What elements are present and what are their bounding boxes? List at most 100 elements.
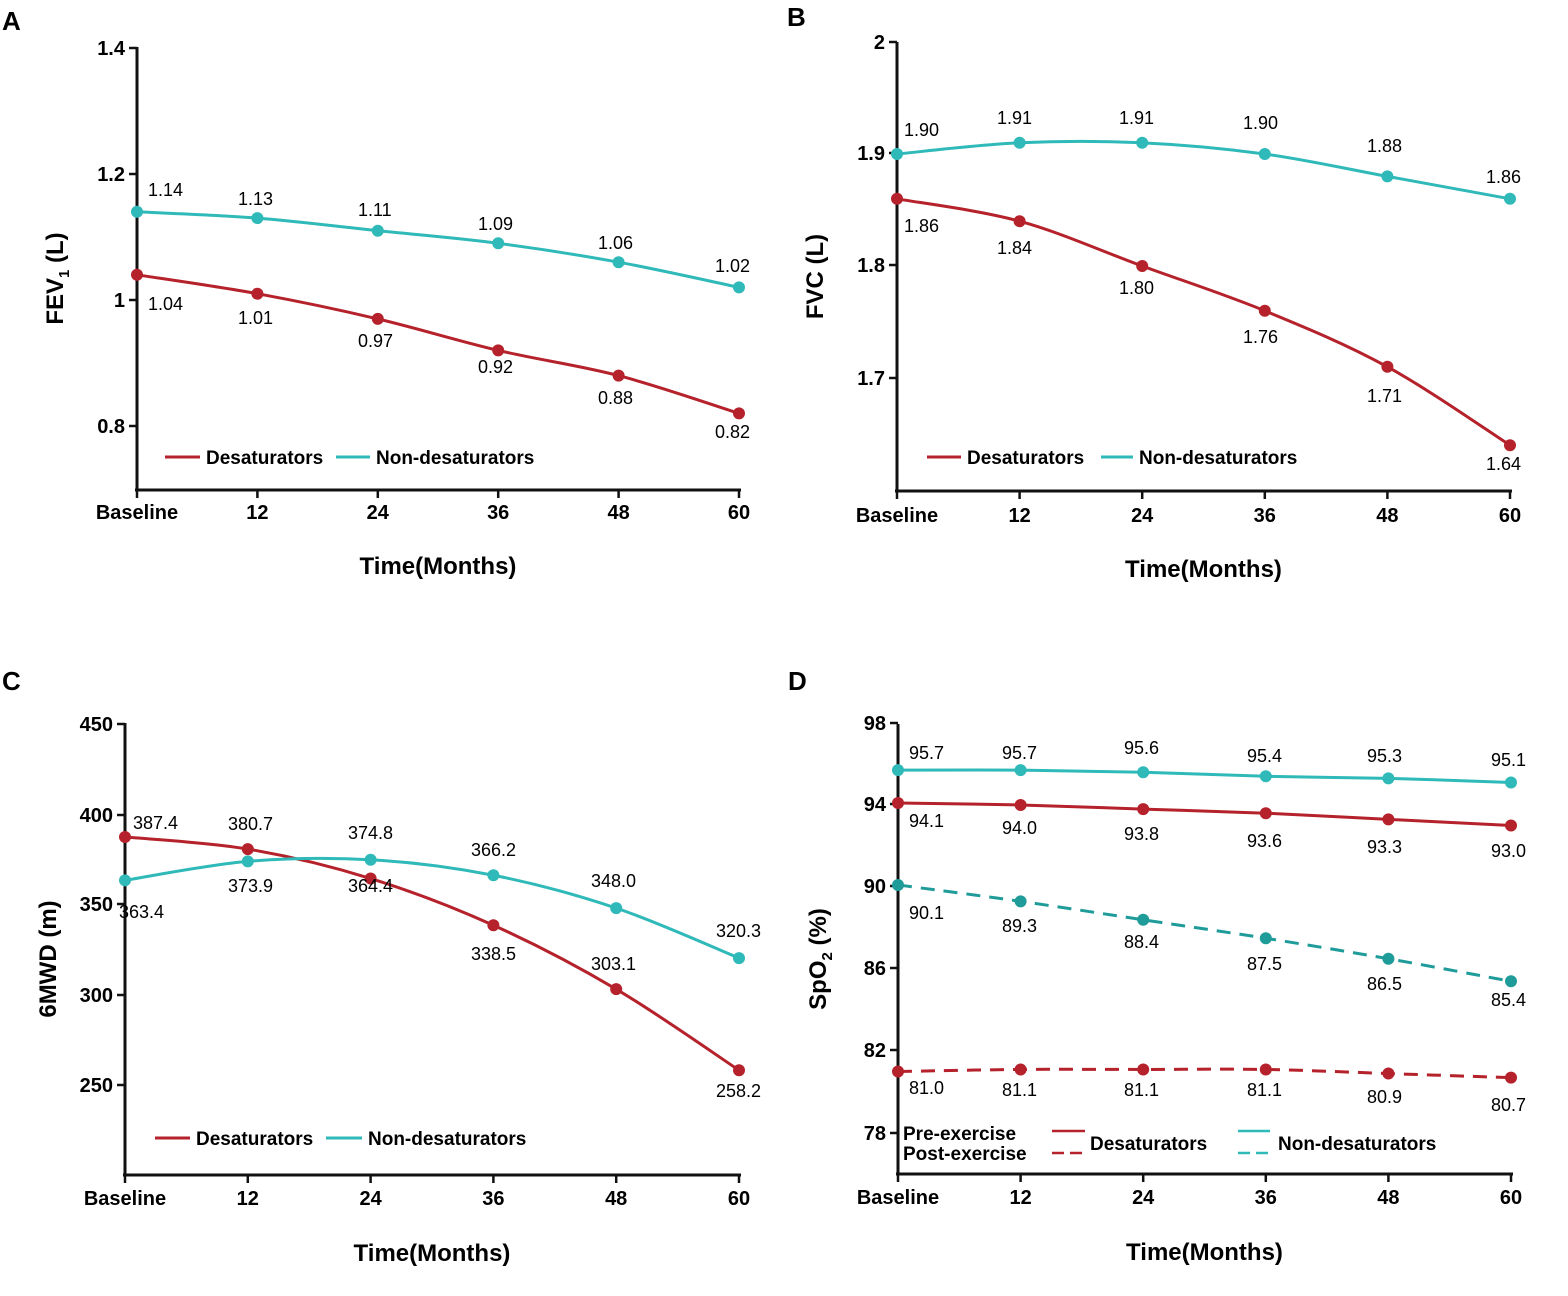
data-label: 303.1 [591,954,636,974]
series-line-non-desaturators [896,139,1511,201]
y-tick-label: 1.7 [857,368,885,390]
data-label: 87.5 [1247,954,1282,974]
data-point [1137,1063,1150,1076]
data-point [892,878,904,891]
data-label: 80.7 [1491,1095,1526,1115]
data-label: 258.2 [716,1081,761,1101]
x-tick-label: 36 [482,1188,504,1210]
data-label: 93.8 [1124,824,1159,844]
y-tick-label: 1.9 [857,143,885,165]
data-label: 85.4 [1491,990,1526,1010]
y-tick-label: 400 [80,805,113,827]
x-tick-label: 12 [1009,1187,1031,1209]
data-point [1381,360,1394,373]
x-tick-label: 48 [607,502,629,524]
data-point [612,256,625,269]
legend-label-non-desaturators: Non-desaturators [1278,1134,1436,1155]
data-label: 88.4 [1124,932,1159,952]
x-tick-label: 36 [487,502,509,524]
data-point [1137,766,1150,779]
data-label: 1.04 [148,294,183,314]
x-tick-label: 60 [728,502,750,524]
y-axis-title: SpO2 (%) [805,908,836,1010]
y-tick-label: 90 [864,876,886,898]
data-label: 93.0 [1491,841,1526,861]
data-label: 81.0 [909,1078,944,1098]
data-label: 81.1 [1002,1080,1037,1100]
data-point [733,281,745,294]
data-point [612,369,625,382]
data-point [131,205,143,218]
data-point [241,843,254,856]
x-tick-label: 12 [1008,505,1030,527]
data-point [1504,439,1516,452]
panel-letter: B [787,2,806,32]
y-tick-label: 86 [864,958,886,980]
data-label: 380.7 [228,814,273,834]
series-line-desaturators [124,835,740,1072]
data-point [1381,170,1394,183]
data-point [1382,952,1395,965]
x-tick-label: 12 [237,1188,259,1210]
x-tick-label: 48 [605,1188,627,1210]
data-label: 366.2 [471,840,516,860]
data-label: 94.1 [909,811,944,831]
x-tick-label: 24 [367,502,390,524]
data-label: 95.3 [1367,746,1402,766]
data-point [1505,819,1517,832]
series-line-desaturators [136,273,740,415]
x-tick-label: 60 [1499,505,1521,527]
chart-b: B 1.7 1.8 1.9 2 Baseline 12 24 36 48 60 Time(Months… [787,2,1521,583]
panel-letter: C [2,666,21,696]
data-point [1014,799,1027,811]
data-label: 95.7 [1002,743,1037,763]
legend-label-desaturators: Desaturators [196,1129,313,1150]
data-point [733,1064,745,1077]
data-label: 95.4 [1247,746,1282,766]
y-axis-title-tail: (%) [805,908,832,952]
data-label: 1.11 [358,200,392,220]
data-label: 1.13 [238,189,273,209]
chart-a: A 0.8 1 1.2 1.4 Baseline 12 24 36 48 60 Time(Months… [2,6,750,580]
data-label: 363.4 [119,902,164,922]
chart-c: C 250 300 350 400 450 Baseline 12 24 36 48 60 Time(M… [2,666,761,1267]
data-label: 1.91 [1119,108,1154,128]
data-point [1258,148,1271,160]
data-label: 1.14 [148,180,183,200]
data-point [610,902,623,915]
data-point [891,192,903,205]
y-tick-label: 1.2 [97,164,125,186]
x-tick-label: Baseline [84,1188,166,1210]
x-tick-label: 12 [246,502,268,524]
data-label: 81.1 [1247,1080,1282,1100]
data-label: 94.0 [1002,818,1037,838]
x-tick-label: 24 [1132,1187,1155,1209]
legend-label-desaturators: Desaturators [967,448,1084,469]
legend-row-pre-exercise: Pre-exercise [903,1124,1016,1145]
data-point [1259,770,1272,783]
data-label: 1.90 [904,120,939,140]
y-axis-title-sub: 2 [819,952,836,960]
x-tick-label: 48 [1376,505,1398,527]
data-point [1505,776,1517,789]
data-label: 387.4 [133,813,178,833]
data-point [119,874,131,887]
data-point [1382,813,1395,826]
data-label: 1.80 [1119,278,1154,298]
data-point [1137,803,1150,816]
data-label: 90.1 [909,903,944,923]
legend-row-post-exercise: Post-exercise [903,1144,1027,1165]
y-axis-title-tail: (L) [42,232,69,269]
data-point [892,796,904,809]
y-tick-label: 1.4 [97,38,126,60]
y-tick-label: 350 [80,894,113,916]
data-label: 1.71 [1367,386,1402,406]
data-point [364,853,377,866]
y-tick-label: 250 [80,1075,113,1097]
data-label: 364.4 [348,876,393,896]
series-line-non-desaturators [136,210,740,289]
data-point [364,872,377,885]
x-tick-label: 36 [1255,1187,1277,1209]
data-point [119,830,131,843]
